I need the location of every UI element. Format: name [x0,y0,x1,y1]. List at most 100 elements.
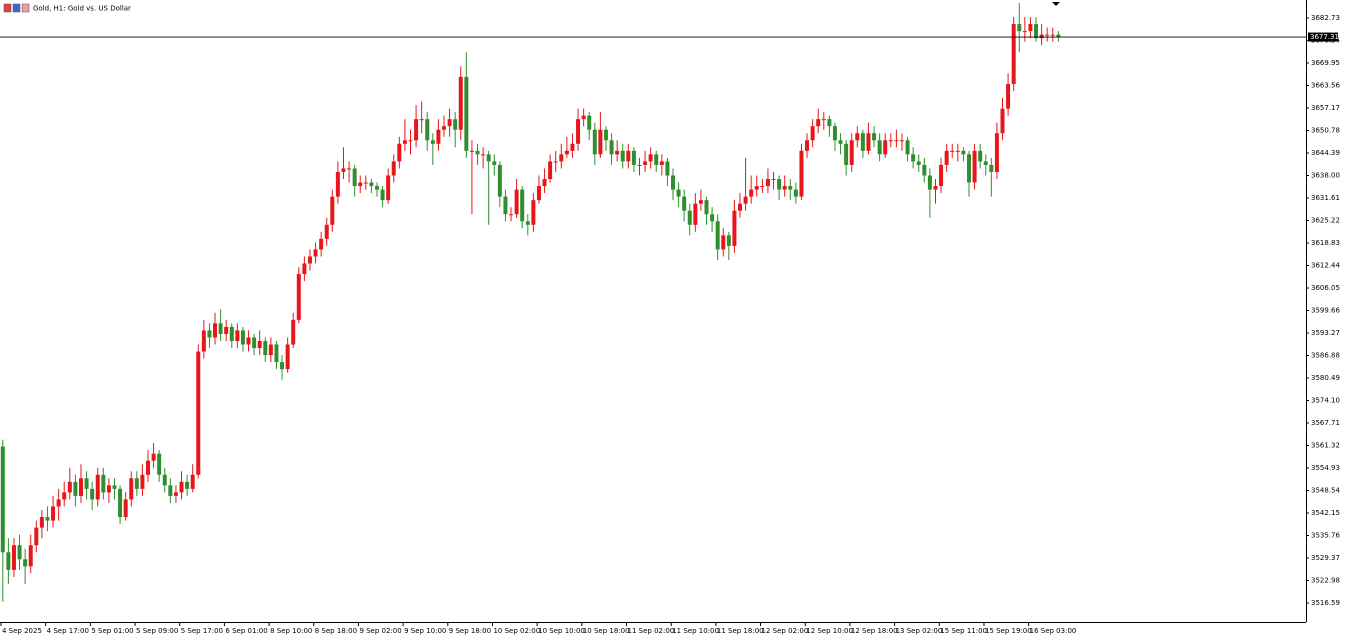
candle-body [1022,31,1027,33]
candle-body [654,154,659,165]
candle-body [631,150,636,165]
candle-body [374,186,379,190]
candle-body [838,140,843,144]
candle-body [1006,83,1011,109]
y-tick-label: 3625.22 [1311,216,1340,224]
candle-body [531,200,536,225]
candle-body [218,323,223,334]
candle-body [140,474,145,489]
candle-body [146,460,151,475]
candle-body [771,179,776,181]
y-tick-label: 3606.05 [1311,284,1340,292]
x-tick-label: 5 Sep 17:00 [181,627,223,635]
current-price-box [1308,32,1338,42]
candle-body [285,344,290,370]
candle-body [888,140,893,142]
candle-body [799,150,804,197]
shift-marker [1052,2,1060,6]
candle-body [659,161,664,165]
candle-body [240,330,245,345]
candle-body [458,76,463,130]
candle-body [559,154,564,162]
candle-body [816,119,821,127]
candle-body [224,326,229,334]
candle-body [592,129,597,155]
x-tick-label: 8 Sep 10:00 [270,627,312,635]
x-tick-label: 10 Sep 18:00 [583,627,630,635]
y-tick-label: 3650.78 [1311,126,1340,134]
candle-body [453,119,458,130]
candle-body [442,126,447,130]
candle-body [157,453,162,475]
candle-body [570,143,575,151]
candle-body [765,179,770,187]
y-tick-label: 3612.44 [1311,261,1340,269]
candle-body [620,150,625,162]
candle-body [358,182,363,187]
y-tick-label: 3682.73 [1311,14,1340,22]
x-tick-label: 9 Sep 18:00 [449,627,491,635]
x-tick-label: 15 Sep 11:00 [940,627,987,635]
candle-body [414,119,419,141]
candle-body [213,323,218,338]
candle-body [810,126,815,141]
candle-body [972,150,977,183]
candle-body [112,485,117,489]
candle-body [693,203,698,225]
candle-body [503,196,508,215]
candle-body [464,76,469,151]
candle-body [51,506,56,521]
candle-body [514,189,519,215]
candle-body [447,119,452,127]
candle-body [263,340,268,356]
candle-body [190,474,195,489]
candle-body [726,235,731,246]
candle-body [319,238,324,250]
candle-body [235,330,240,341]
candle-body [201,330,206,352]
candle-body [229,326,234,341]
candle-body [341,168,346,172]
y-tick-label: 3567.71 [1311,419,1340,427]
x-tick-label: 12 Sep 18:00 [851,627,898,635]
candle-body [754,186,759,190]
candle-body [246,337,251,345]
candle-body [676,189,681,197]
candle-body [844,143,849,165]
candle-body [430,140,435,144]
x-tick-label: 9 Sep 02:00 [359,627,401,635]
symbol-icon [21,3,30,13]
candle-body [860,133,865,151]
candle-body [280,362,285,370]
candle-body [933,186,938,190]
candle-body [643,161,648,165]
candle-body [1039,34,1044,39]
candle-body [90,488,95,500]
candle-body [1045,34,1050,36]
candle-body [481,154,486,156]
candle-body [542,179,547,187]
candle-body [101,474,106,493]
candle-body [950,150,955,152]
candle-body [682,196,687,211]
candle-body [1056,34,1061,38]
y-tick-label: 3516.59 [1311,599,1340,607]
x-tick-label: 6 Sep 01:00 [225,627,267,635]
y-tick-label: 3631.61 [1311,194,1340,202]
candle-body [179,481,184,493]
candle-body [129,478,134,500]
x-tick-label: 8 Sep 18:00 [315,627,357,635]
y-tick-label: 3529.37 [1311,554,1340,562]
candle-body [497,164,502,197]
candle-body [408,140,413,142]
candle-body [67,481,72,493]
candle-body [313,249,318,257]
candle-body [123,499,128,518]
y-tick-label: 3554.93 [1311,464,1340,472]
candle-body [419,119,424,121]
candle-body [6,552,11,570]
candle-body [1000,108,1005,134]
candle-body [106,485,111,493]
candle-body [391,161,396,176]
